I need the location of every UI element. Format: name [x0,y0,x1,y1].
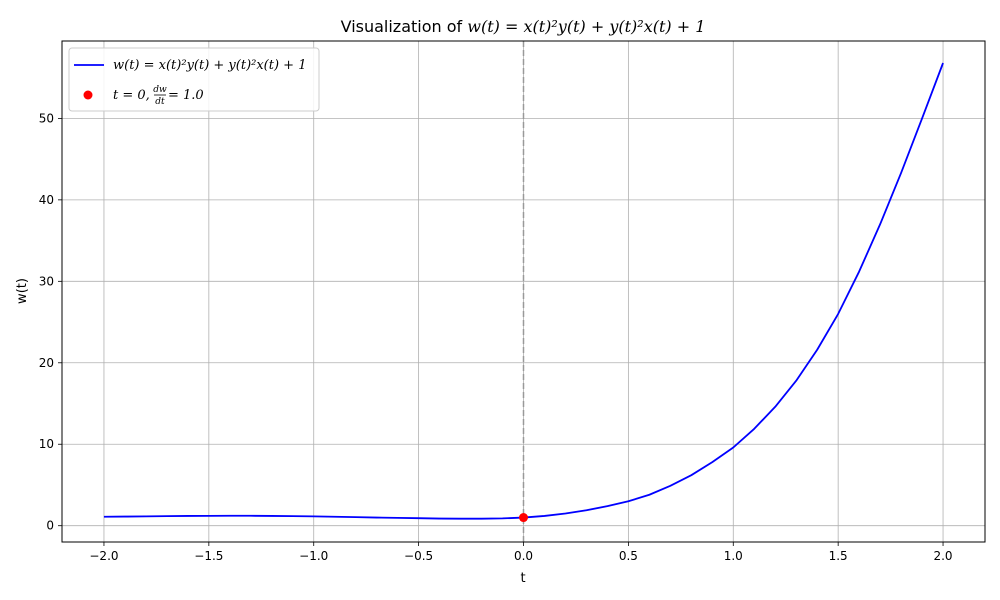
y-tick-label: 40 [39,193,54,207]
x-tick-label: 0.5 [619,549,638,563]
legend-marker-frac-num: dw [153,85,167,95]
x-tick-label: −1.5 [194,549,223,563]
legend-frame [68,47,320,112]
x-tick-label: 1.0 [724,549,743,563]
legend-marker-label: t = 0, [113,88,150,103]
legend-marker-value: = 1.0 [168,88,204,103]
y-axis-label: w(t) [15,278,30,304]
x-tick-label: 2.0 [933,549,952,563]
y-tick-label: 0 [46,519,54,533]
legend-marker-swatch [83,90,93,100]
x-tick-label: −1.0 [299,549,328,563]
x-tick-label: −0.5 [404,549,433,563]
x-axis-ticks: −2.0 −1.5 −1.0 −0.5 0.0 0.5 1.0 1.5 2.0 [89,542,953,563]
y-tick-label: 30 [39,274,54,288]
legend-marker-t: t = 0, [113,88,150,103]
x-axis-label: t [520,571,525,586]
marker-layer [519,513,528,523]
legend: w(t) = x(t)²y(t) + y(t)²x(t) + 1 t = 0, … [68,47,320,112]
legend-marker-frac-den: dt [155,97,165,107]
y-tick-label: 50 [39,111,54,125]
x-tick-label: 1.5 [829,549,848,563]
y-tick-label: 20 [39,356,54,370]
legend-series-label: w(t) = x(t)²y(t) + y(t)²x(t) + 1 [113,58,306,73]
y-axis-ticks: 0 10 20 30 40 50 [39,111,62,533]
marker-point [519,513,528,523]
x-tick-label: −2.0 [89,549,118,563]
x-tick-label: 0.0 [514,549,533,563]
y-tick-label: 10 [39,437,54,451]
chart-title-formula: w(t) = x(t)²y(t) + y(t)²x(t) + 1 [467,17,705,36]
chart-title-prefix: Visualization of [341,17,468,36]
chart-title: Visualization of w(t) = x(t)²y(t) + y(t)… [341,17,706,36]
